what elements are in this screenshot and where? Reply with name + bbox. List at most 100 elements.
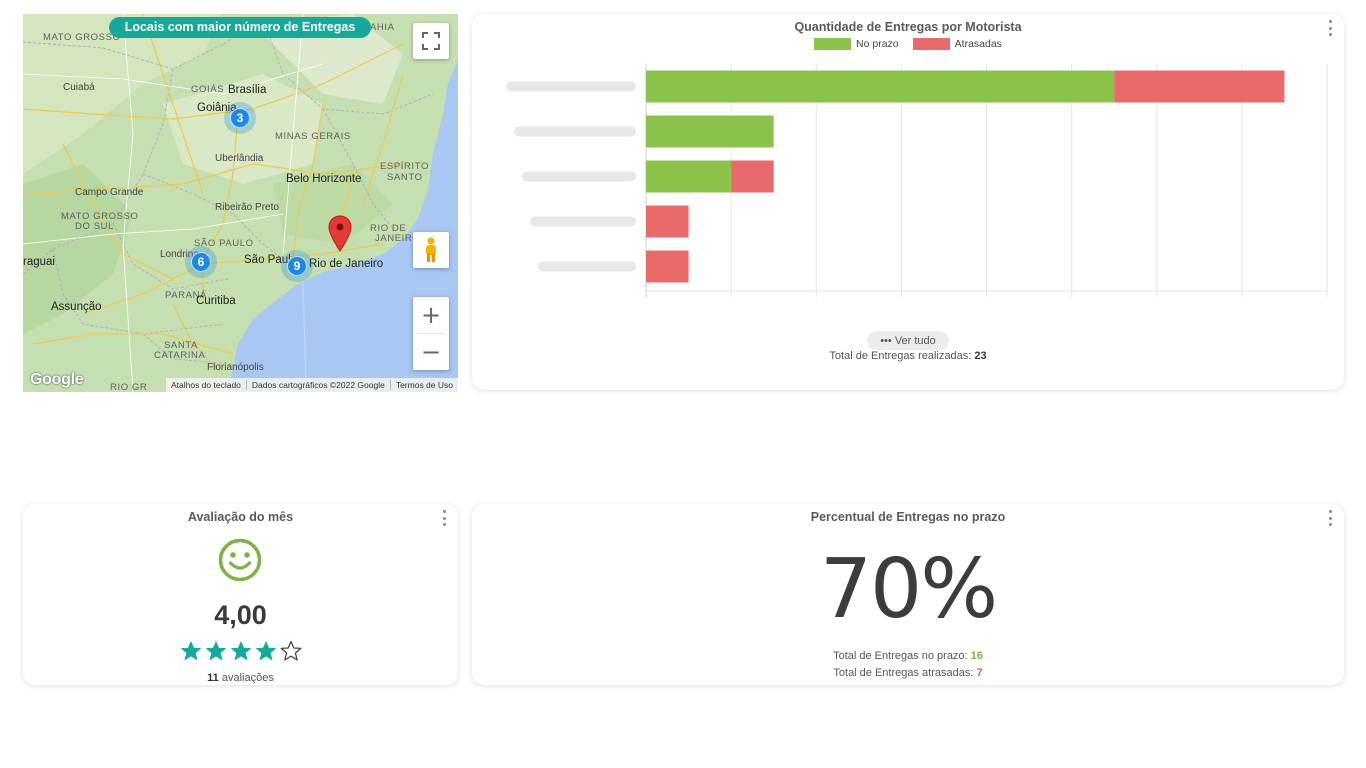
dot-icon xyxy=(1328,20,1332,23)
card-title: Quantidade de Entregas por Motorista xyxy=(794,20,1022,34)
pegman-icon xyxy=(426,237,436,262)
terms-of-use-link[interactable]: Termos de Uso xyxy=(389,380,458,390)
map-label-brasilia: Brasília xyxy=(228,84,267,96)
monthly-rating-card: Avaliação do mês 4,00 11 avaliações xyxy=(23,504,458,685)
legend-swatch xyxy=(912,38,950,50)
map-label-sao-paulo: São Paulo xyxy=(244,254,298,266)
star-filled-icon xyxy=(180,641,201,661)
on-time-percent: 70% xyxy=(819,542,998,637)
map-label-parana: PARANÁ xyxy=(165,290,207,301)
on-time-total-value: 16 xyxy=(970,650,983,662)
legend-item-on-time[interactable]: No prazo xyxy=(814,38,899,50)
map-cluster-londrina[interactable]: 6 xyxy=(185,246,217,278)
dot-icon xyxy=(1328,516,1332,520)
map-label-catarina: CATARINA xyxy=(154,350,206,361)
keyboard-shortcuts-link[interactable]: Atalhos do teclado xyxy=(170,380,241,390)
zoom-divider xyxy=(417,333,445,334)
deliveries-by-driver-card: Quantidade de Entregas por Motorista No … xyxy=(472,14,1344,390)
category-label-placeholder xyxy=(506,81,636,92)
see-all-button[interactable]: ••• Ver tudo xyxy=(867,331,949,350)
bar-segment xyxy=(646,70,1115,103)
map-banner: Locais com maior número de Entregas xyxy=(109,17,371,38)
bar-segment xyxy=(646,160,732,193)
zoom-out-button[interactable]: − xyxy=(420,338,442,366)
map-label-ribeirao-preto: Ribeirão Preto xyxy=(215,202,279,213)
category-label-placeholder xyxy=(514,126,636,137)
dot-icon xyxy=(1328,523,1332,526)
dot-icon xyxy=(1328,26,1332,30)
map-base xyxy=(23,14,458,392)
dot-icon xyxy=(1328,510,1332,513)
bar-segment xyxy=(1114,70,1285,103)
late-total-label: Total de Entregas atrasadas: xyxy=(833,667,977,679)
bar-segment xyxy=(731,160,774,193)
total-deliveries-value: 23 xyxy=(974,350,987,362)
map-label-janeiro: JANEIRO xyxy=(375,233,421,244)
zoom-controls: + − xyxy=(413,297,449,370)
map-label-espirito: ESPÍRITO xyxy=(380,161,429,172)
map-label-mato-grosso: MATO GROSSO xyxy=(43,32,121,43)
map-label-uberlandia: Uberlândia xyxy=(215,153,264,164)
deliveries-map[interactable]: MATO GROSSO Cuiabá GOIÁS Brasília Goiâni… xyxy=(23,14,458,392)
map-label-rio-de-janeiro: Rio de Janeiro xyxy=(309,258,384,270)
fullscreen-button[interactable] xyxy=(413,23,449,59)
map-label-rio-de: RIO DE xyxy=(370,223,407,234)
cluster-count: 3 xyxy=(230,108,250,128)
legend-item-late[interactable]: Atrasadas xyxy=(912,38,1002,50)
star-filled-icon xyxy=(255,641,276,661)
category-label-placeholder xyxy=(538,261,636,272)
map-label-campo-grande: Campo Grande xyxy=(75,187,144,198)
bar-chart xyxy=(506,64,1328,297)
map-label-santo: SANTO xyxy=(387,172,423,183)
map-label-belo-horizonte: Belo Horizonte xyxy=(286,173,362,185)
card-menu-button[interactable] xyxy=(439,510,449,526)
smiley-icon xyxy=(218,538,262,582)
star-empty-icon xyxy=(280,640,301,661)
map-cluster-sao-paulo[interactable]: 9 xyxy=(281,250,313,282)
map-label-paraguai: raguai xyxy=(23,256,55,268)
bar-segment xyxy=(646,205,689,238)
category-label-placeholder xyxy=(522,171,636,182)
late-total: Total de Entregas atrasadas: 7 xyxy=(472,667,1344,679)
map-label-assuncao: Assunção xyxy=(51,301,102,313)
google-logo: Google xyxy=(30,371,84,388)
dot-icon xyxy=(442,510,446,513)
late-total-value: 7 xyxy=(976,667,983,679)
street-view-button[interactable] xyxy=(413,232,449,268)
legend-swatch xyxy=(814,38,852,50)
map-label-do-sul: DO SUL xyxy=(75,221,114,232)
map-cluster-goiania[interactable]: 3 xyxy=(224,102,256,134)
cluster-count: 6 xyxy=(191,252,211,272)
category-label-placeholder xyxy=(530,216,636,227)
cluster-count: 9 xyxy=(287,256,307,276)
map-label-cuiaba: Cuiabá xyxy=(63,82,95,93)
on-time-total-label: Total de Entregas no prazo: xyxy=(833,650,971,662)
rating-count: 11 avaliações xyxy=(23,672,458,684)
map-label-florianopolis: Florianópolis xyxy=(207,362,264,373)
map-label-goiania: Goiânia xyxy=(197,102,237,114)
on-time-total: Total de Entregas no prazo: 16 xyxy=(472,650,1344,662)
map-attribution: Atalhos do teclado Dados cartográficos ©… xyxy=(165,378,458,392)
map-label-santa: SANTA xyxy=(164,340,198,351)
card-title: Percentual de Entregas no prazo xyxy=(810,510,1006,524)
legend-label: Atrasadas xyxy=(954,38,1002,50)
map-data-credit: Dados cartográficos ©2022 Google xyxy=(245,380,390,390)
rating-stars xyxy=(23,640,458,662)
map-label-minas-gerais: MINAS GERAIS xyxy=(275,131,351,142)
map-label-sao-paulo-state: SÃO PAULO xyxy=(194,238,254,249)
map-label-bahia: AHIA xyxy=(370,22,395,33)
rating-count-label: avaliações xyxy=(218,672,274,684)
total-deliveries: Total de Entregas realizadas: 23 xyxy=(472,350,1344,362)
card-title: Avaliação do mês xyxy=(187,510,294,524)
card-menu-button[interactable] xyxy=(1325,20,1335,36)
fullscreen-icon xyxy=(422,32,440,50)
dot-icon xyxy=(442,516,446,520)
map-label-rio-grande: RIO GR xyxy=(110,382,148,392)
card-menu-button[interactable] xyxy=(1325,510,1335,526)
zoom-in-button[interactable]: + xyxy=(420,301,442,329)
bar-segment xyxy=(646,115,774,148)
map-pin-icon[interactable] xyxy=(328,215,352,253)
dot-icon xyxy=(1328,33,1332,36)
chart-legend: No prazo Atrasadas xyxy=(472,38,1344,50)
star-filled-icon xyxy=(230,641,251,661)
